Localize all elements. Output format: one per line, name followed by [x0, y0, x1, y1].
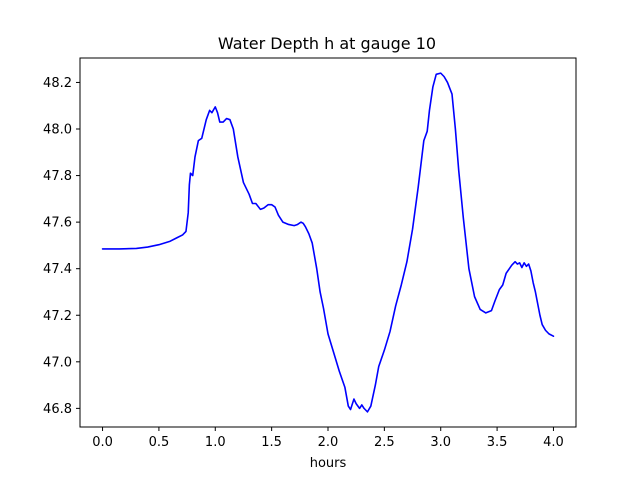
y-tick-label: 46.8: [43, 402, 72, 417]
x-tick-label: 4.0: [543, 435, 564, 450]
x-tick-label: 2.0: [318, 435, 339, 450]
chart-title: Water Depth h at gauge 10: [218, 34, 436, 53]
x-tick-label: 0.0: [92, 435, 113, 450]
x-tick-label: 1.5: [261, 435, 282, 450]
y-tick-label: 47.0: [43, 355, 72, 370]
y-tick-label: 47.4: [43, 262, 72, 277]
y-tick-label: 48.2: [43, 76, 72, 91]
y-tick-label: 47.8: [43, 169, 72, 184]
series-line-0: [101, 72, 555, 413]
y-axis-ticks: 46.8 47.0 47.2 47.4 47.6 47.8 48.0 48.2: [43, 76, 80, 417]
x-axis-ticks: 0.0 0.5 1.0 1.5 2.0 2.5 3.0 3.5 4.0: [92, 427, 564, 450]
x-tick-label: 3.5: [487, 435, 508, 450]
y-tick-label: 48.0: [43, 123, 72, 138]
axes-frame: [79, 57, 577, 428]
x-tick-label: 1.0: [205, 435, 226, 450]
y-tick-label: 47.6: [43, 216, 72, 231]
x-axis-label: hours: [310, 456, 347, 471]
y-tick-label: 47.2: [43, 309, 72, 324]
x-tick-label: 0.5: [149, 435, 170, 450]
x-tick-label: 3.0: [430, 435, 451, 450]
x-tick-label: 2.5: [374, 435, 395, 450]
plot-area: [101, 72, 555, 413]
